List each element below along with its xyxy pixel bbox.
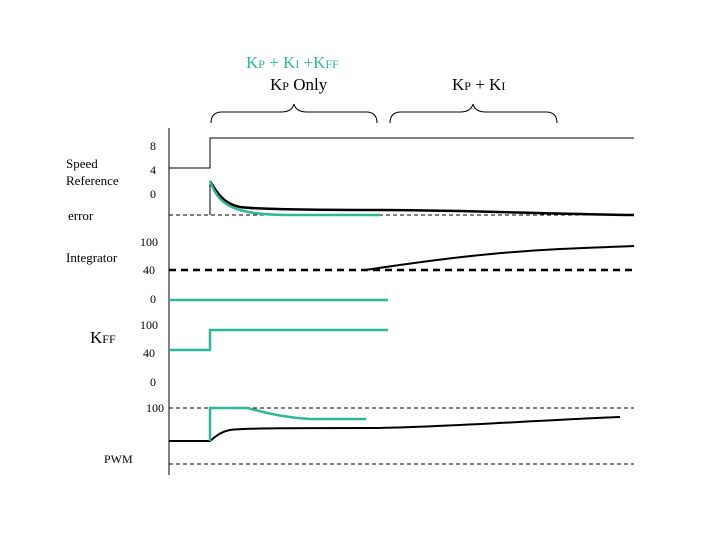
speed-reference-label-line2: Reference <box>66 173 119 188</box>
speed-reference-trace <box>169 137 634 169</box>
integrator-tick-40: 40 <box>143 263 155 277</box>
speed-reference-label: Speed <box>66 156 98 171</box>
kff-step-trace <box>169 328 388 352</box>
speed-tick-4: 4 <box>150 163 156 177</box>
speed-tick-8: 8 <box>150 139 156 153</box>
pwm-kp-ki-kff-trace <box>208 406 366 441</box>
integrator-label: Integrator <box>66 250 118 265</box>
error-kp-only-trace <box>208 180 635 217</box>
teal-formula: KP + KI +KFF <box>246 53 339 72</box>
kp-only-label: KP Only <box>270 75 328 94</box>
left-curly-brace <box>210 103 378 124</box>
speed-tick-0: 0 <box>150 187 156 201</box>
kff-tick-100: 100 <box>140 318 158 332</box>
kff-tick-40: 40 <box>143 346 155 360</box>
kff-label: KFF <box>90 328 116 347</box>
integrator-tick-100: 100 <box>140 235 158 249</box>
error-kp-ki-kff-trace <box>208 180 380 217</box>
error-label: error <box>68 208 94 223</box>
integrator-trace <box>364 245 635 271</box>
pwm-tick-0: 0 <box>150 375 156 389</box>
pwm-tick-100: 100 <box>146 401 164 415</box>
kff-tick-0: 0 <box>150 292 156 306</box>
right-formula: KP + KI <box>452 75 505 94</box>
right-curly-brace <box>389 103 558 124</box>
pwm-label: PWM <box>104 452 133 466</box>
pwm-kp-only-trace <box>169 416 621 442</box>
